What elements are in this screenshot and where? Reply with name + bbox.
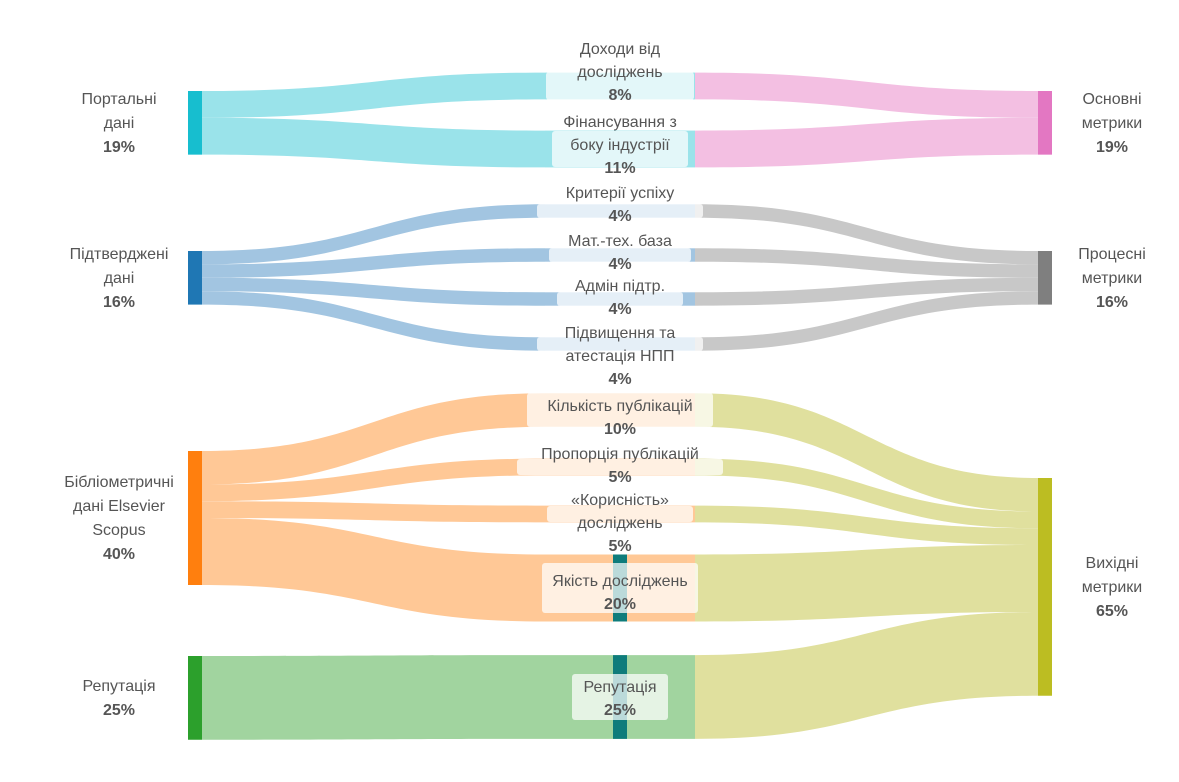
indicator-value-usefulness: 5% (608, 538, 631, 555)
source-label-reputation_src: Репутація (83, 678, 156, 695)
indicator-label-bg-income (546, 72, 694, 100)
link-base-process (695, 248, 1038, 278)
indicator-label-pubcount: Кількість публікацій (547, 398, 692, 415)
indicator-label-base: Мат.-тех. база (568, 233, 672, 250)
indicator-label-income: Доходи від (580, 41, 661, 58)
link-portal-industry (202, 117, 545, 168)
source-node-biblio (188, 451, 202, 585)
indicator-label-reputation: Репутація (584, 679, 657, 696)
target-label-process: Процесні (1078, 246, 1146, 263)
target-label-core: Основні (1082, 91, 1141, 108)
indicator-label-staff: Підвищення та (565, 325, 676, 342)
link-success-process (695, 204, 1038, 265)
indicator-label-quality: Якість досліджень (552, 573, 687, 590)
target-label-output: метрики (1082, 579, 1142, 596)
source-label-portal: дані (104, 115, 135, 132)
indicator-label-bg-base (549, 248, 691, 262)
indicator-label-bg-success (537, 204, 703, 218)
link-reputation_src-reputation (202, 655, 545, 740)
indicator-value-pubprop: 5% (608, 469, 631, 486)
indicator-value-admin: 4% (608, 301, 631, 318)
link-verified-success (202, 204, 545, 265)
target-label-output: Вихідні (1086, 555, 1139, 572)
link-verified-admin (202, 277, 545, 306)
indicator-value-staff: 4% (608, 371, 631, 388)
target-value-process: 16% (1096, 294, 1128, 311)
source-node-verified (188, 251, 202, 305)
indicator-label-success: Критерії успіху (566, 185, 675, 202)
indicator-label-bg-reputation (572, 674, 668, 720)
indicator-label-bg-quality (542, 563, 698, 613)
indicator-value-quality: 20% (604, 596, 636, 613)
indicator-label-usefulness: «Корисність» (571, 492, 669, 509)
target-value-output: 65% (1096, 603, 1128, 620)
link-portal-income (202, 72, 545, 118)
link-industry-core (695, 117, 1038, 168)
indicator-value-success: 4% (608, 208, 631, 225)
link-verified-base (202, 248, 545, 278)
indicator-label-industry: Фінансування з (563, 114, 677, 131)
link-admin-process (695, 277, 1038, 306)
source-label-portal: Портальні (81, 91, 156, 108)
source-label-biblio: дані Elsevier (73, 498, 166, 515)
indicator-value-base: 4% (608, 256, 631, 273)
link-biblio-pubprop (202, 458, 545, 502)
indicator-label-admin: Адмін підтр. (575, 278, 665, 295)
indicator-label-usefulness: досліджень (577, 515, 662, 532)
link-income-core (695, 72, 1038, 118)
indicator-label-staff: атестація НПП (565, 348, 674, 365)
indicator-value-reputation: 25% (604, 702, 636, 719)
source-label-biblio: Бібліометричні (64, 474, 174, 491)
target-label-process: метрики (1082, 270, 1142, 287)
source-label-biblio: Scopus (92, 522, 145, 539)
source-label-verified: Підтверджені (70, 246, 169, 263)
source-value-biblio: 40% (103, 546, 135, 563)
link-pubprop-output (695, 458, 1038, 529)
target-label-core: метрики (1082, 115, 1142, 132)
indicator-label-bg-pubcount (527, 393, 713, 427)
link-biblio-pubcount (202, 393, 545, 485)
link-quality-output (695, 545, 1038, 622)
target-value-core: 19% (1096, 139, 1128, 156)
link-reputation-output (695, 612, 1038, 739)
indicator-label-bg-industry (552, 131, 688, 167)
link-staff-process (695, 291, 1038, 351)
source-node-portal (188, 91, 202, 155)
link-biblio-quality (202, 518, 545, 622)
link-verified-staff (202, 291, 545, 351)
target-node-core (1038, 91, 1052, 155)
indicator-label-bg-pubprop (517, 459, 723, 475)
source-label-verified: дані (104, 270, 135, 287)
indicator-label-pubprop: Пропорція публікацій (541, 446, 699, 463)
sankey-labels: Портальні дані 19% Підтверджені дані 16% Біблі… (64, 41, 1146, 720)
indicator-label-industry: боку індустрії (570, 137, 670, 154)
source-value-verified: 16% (103, 294, 135, 311)
target-node-output (1038, 478, 1052, 696)
source-value-portal: 19% (103, 139, 135, 156)
link-biblio-usefulness (202, 501, 545, 523)
indicator-label-income: досліджень (577, 64, 662, 81)
link-pubcount-output (695, 393, 1038, 512)
indicator-value-pubcount: 10% (604, 421, 636, 438)
indicator-label-bg-usefulness (547, 506, 693, 522)
indicator-value-industry: 11% (604, 160, 635, 177)
indicator-label-bg-admin (557, 292, 683, 306)
link-usefulness-output (695, 505, 1038, 545)
indicator-value-income: 8% (608, 87, 631, 104)
target-node-process (1038, 251, 1052, 305)
source-value-reputation_src: 25% (103, 702, 135, 719)
indicator-label-bg-staff (537, 337, 703, 351)
source-node-reputation_src (188, 656, 202, 740)
